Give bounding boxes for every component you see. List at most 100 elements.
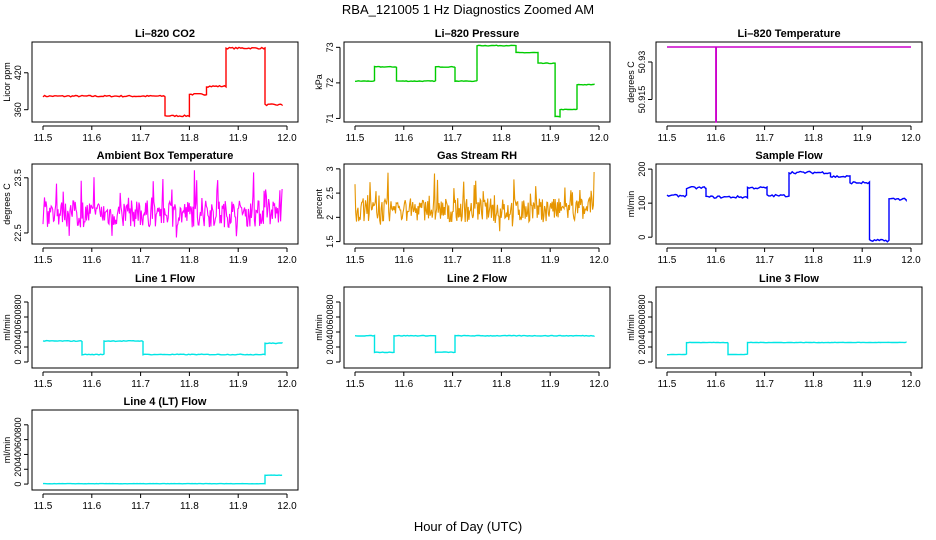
panel-title: Line 1 Flow bbox=[135, 273, 195, 285]
panel-ylabel: ml/min bbox=[2, 437, 12, 464]
x-tick-label: 12.0 bbox=[901, 379, 921, 390]
y-tick-label: 200 bbox=[13, 339, 23, 354]
x-tick-label: 11.5 bbox=[658, 255, 677, 266]
y-tick-label: 0 bbox=[13, 359, 23, 364]
x-tick-label: 11.8 bbox=[492, 255, 511, 266]
x-tick-label: 11.9 bbox=[853, 255, 872, 266]
x-tick-label: 12.0 bbox=[589, 133, 609, 144]
panel-title: Gas Stream RH bbox=[437, 150, 517, 162]
x-tick-label: 11.5 bbox=[346, 379, 365, 390]
x-tick-label: 11.9 bbox=[229, 133, 248, 144]
plot-frame bbox=[31, 409, 299, 491]
x-tick-label: 11.9 bbox=[229, 501, 248, 512]
plot-frame bbox=[655, 163, 923, 245]
y-tick-label: 800 bbox=[13, 417, 23, 432]
y-tick-label: 22.5 bbox=[13, 224, 23, 242]
x-tick-label: 11.9 bbox=[229, 255, 248, 266]
y-tick-label: 3 bbox=[325, 166, 335, 171]
x-tick-label: 11.5 bbox=[658, 379, 677, 390]
x-tick-label: 11.6 bbox=[706, 379, 725, 390]
panel-title: Ambient Box Temperature bbox=[97, 150, 234, 162]
chart-panel-6: Sample Flow ml/min 11.5 11.6 11.7 11.8 11.9 12.… bbox=[626, 150, 923, 266]
plot-frame bbox=[343, 163, 611, 245]
series-line bbox=[354, 44, 595, 118]
y-tick-label: 600 bbox=[13, 432, 23, 447]
y-tick-label: 400 bbox=[13, 447, 23, 462]
x-tick-label: 11.7 bbox=[443, 379, 462, 390]
y-tick-label: 400 bbox=[325, 324, 335, 339]
x-tick-label: 12.0 bbox=[901, 133, 921, 144]
panel-title: Li–820 Pressure bbox=[435, 28, 519, 40]
figure-xlabel: Hour of Day (UTC) bbox=[414, 519, 522, 534]
x-tick-label: 11.9 bbox=[229, 379, 248, 390]
y-tick-label: 800 bbox=[13, 294, 23, 309]
panel-ylabel: ml/min bbox=[626, 314, 636, 341]
series-line bbox=[42, 339, 283, 356]
y-tick-label: 420 bbox=[13, 65, 23, 80]
panel-ylabel: ml/min bbox=[626, 191, 636, 218]
x-tick-label: 11.8 bbox=[804, 379, 823, 390]
x-tick-label: 11.7 bbox=[131, 255, 150, 266]
x-tick-label: 11.7 bbox=[131, 501, 150, 512]
y-tick-label: 50.915 bbox=[637, 86, 647, 114]
panel-grid: Li–820 CO2 Licor ppm 11.5 11.6 11.7 11.8 11.9 1… bbox=[2, 28, 923, 512]
x-tick-label: 11.5 bbox=[34, 255, 53, 266]
chart-panel-10: Line 4 (LT) Flow ml/min 11.5 11.6 11.7 11.8 11… bbox=[2, 396, 299, 512]
x-tick-label: 12.0 bbox=[277, 133, 297, 144]
x-tick-label: 11.7 bbox=[755, 255, 774, 266]
x-tick-label: 11.8 bbox=[180, 501, 199, 512]
y-tick-label: 0 bbox=[13, 482, 23, 487]
x-tick-label: 11.8 bbox=[804, 255, 823, 266]
panel-ylabel: degrees C bbox=[626, 61, 636, 103]
panel-ylabel: ml/min bbox=[314, 314, 324, 341]
series-line bbox=[42, 170, 283, 238]
y-tick-label: 200 bbox=[13, 462, 23, 477]
y-tick-label: 600 bbox=[637, 309, 647, 324]
y-tick-label: 600 bbox=[325, 309, 335, 324]
x-tick-label: 11.7 bbox=[755, 379, 774, 390]
panel-ylabel: percent bbox=[314, 188, 324, 219]
chart-panel-4: Ambient Box Temperature degrees C 11.5 11.6… bbox=[2, 150, 299, 266]
x-tick-label: 11.9 bbox=[853, 379, 872, 390]
x-tick-label: 11.9 bbox=[541, 255, 560, 266]
x-tick-label: 11.5 bbox=[34, 501, 53, 512]
series-line bbox=[42, 46, 283, 118]
y-tick-label: 800 bbox=[325, 294, 335, 309]
y-tick-label: 50.93 bbox=[637, 51, 647, 74]
plot-frame bbox=[31, 286, 299, 369]
x-tick-label: 12.0 bbox=[589, 255, 609, 266]
x-tick-label: 12.0 bbox=[277, 255, 297, 266]
x-tick-label: 11.7 bbox=[131, 379, 150, 390]
y-tick-label: 200 bbox=[637, 339, 647, 354]
plot-frame bbox=[343, 41, 611, 123]
x-tick-label: 12.0 bbox=[277, 501, 297, 512]
y-tick-label: 2.5 bbox=[325, 187, 335, 200]
x-tick-label: 11.6 bbox=[394, 379, 413, 390]
x-tick-label: 11.8 bbox=[180, 255, 199, 266]
x-tick-label: 11.9 bbox=[541, 379, 560, 390]
y-tick-label: 400 bbox=[637, 324, 647, 339]
x-tick-label: 11.6 bbox=[706, 255, 725, 266]
plot-frame bbox=[31, 163, 299, 245]
series-line bbox=[666, 170, 907, 243]
y-tick-label: 0 bbox=[637, 359, 647, 364]
x-tick-label: 11.7 bbox=[443, 133, 462, 144]
chart-panel-8: Line 2 Flow ml/min 11.5 11.6 11.7 11.8 11.9 12.… bbox=[314, 273, 611, 390]
x-tick-label: 11.8 bbox=[492, 133, 511, 144]
x-tick-label: 11.7 bbox=[131, 133, 150, 144]
y-tick-label: 0 bbox=[637, 235, 647, 240]
x-tick-label: 11.6 bbox=[82, 133, 101, 144]
x-tick-label: 11.8 bbox=[492, 379, 511, 390]
plot-frame bbox=[31, 41, 299, 123]
x-tick-label: 11.5 bbox=[34, 133, 53, 144]
x-tick-label: 11.8 bbox=[804, 133, 823, 144]
x-tick-label: 11.7 bbox=[443, 255, 462, 266]
chart-panel-1: Li–820 CO2 Licor ppm 11.5 11.6 11.7 11.8 11.9 1… bbox=[2, 28, 299, 144]
y-tick-label: 72 bbox=[325, 78, 335, 88]
y-tick-label: 2 bbox=[325, 215, 335, 220]
x-tick-label: 11.5 bbox=[346, 133, 365, 144]
x-tick-label: 11.6 bbox=[82, 501, 101, 512]
panel-title: Sample Flow bbox=[755, 150, 823, 162]
x-tick-label: 11.6 bbox=[394, 133, 413, 144]
